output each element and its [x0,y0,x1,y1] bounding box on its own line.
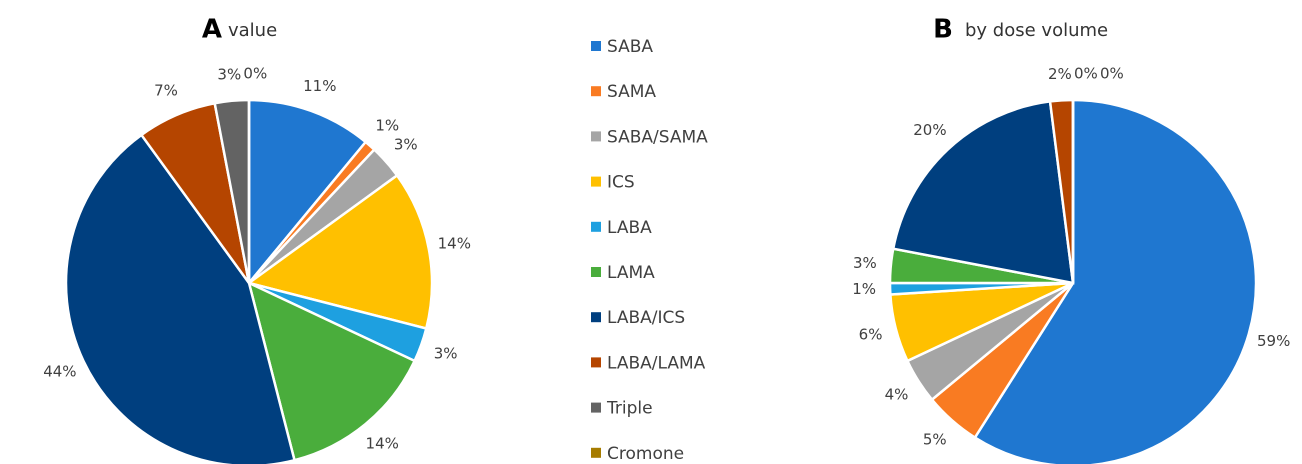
data-label: 20% [913,121,946,139]
data-label: 2% [1048,65,1072,83]
chart-title: value [228,20,277,41]
legend-swatch [591,41,601,51]
data-label: 3% [217,65,241,83]
data-label: 44% [43,362,76,380]
data-label: 14% [438,234,471,252]
legend-swatch [591,267,601,277]
data-label: 6% [859,325,883,343]
legend-label: Triple [606,399,653,419]
legend-swatch [591,447,601,458]
legend-label: LAMA [607,263,655,283]
pie-slice [247,98,368,287]
data-label: 5% [923,430,947,448]
data-label: 3% [853,254,877,272]
pie-slice [247,280,417,462]
data-label: 7% [154,82,178,100]
legend-label: LABA/ICS [607,308,685,328]
panel-letter: A [202,15,222,45]
pie-slice [973,98,1258,464]
legend-label: LABA [607,218,652,238]
legend-label: SABA/SAMA [607,127,708,147]
pie-slice [891,100,1075,285]
legend-swatch [591,312,601,323]
data-label: 1% [852,280,876,298]
data-label: 0% [1074,65,1098,83]
data-label: 0% [243,65,267,83]
data-label: 59% [1257,332,1290,350]
legend-swatch [591,86,601,97]
legend-swatch [591,131,601,142]
data-label: 4% [885,385,909,403]
data-label: 3% [394,135,418,153]
data-label: 1% [375,117,399,135]
pie-slice [246,173,434,331]
legend-label: ICS [607,173,635,193]
data-label: 0% [1100,65,1124,83]
pie-slice [64,133,297,464]
legend-label: LABA/LAMA [607,353,706,373]
legend-label: SABA [607,37,653,57]
legend-swatch [591,357,601,368]
data-label: 3% [434,344,458,362]
chart-title: by dose volume [965,20,1108,41]
legend-swatch [591,402,601,413]
panel-letter: B [933,15,953,45]
data-label: 11% [303,77,336,95]
legend-swatch [591,176,601,187]
legend-label: Cromone [607,444,684,464]
legend-label: SAMA [607,82,656,102]
legend-swatch [591,221,601,232]
data-label: 14% [366,435,399,453]
